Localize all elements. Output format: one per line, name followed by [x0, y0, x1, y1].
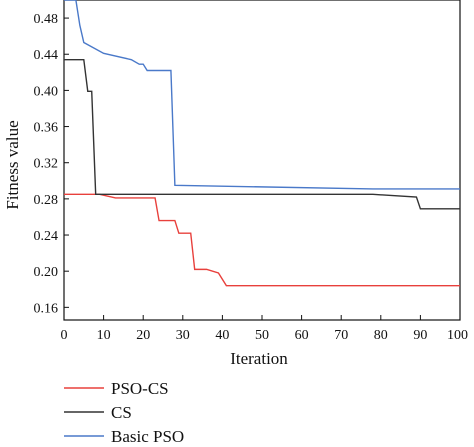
- legend-label: CS: [111, 403, 132, 422]
- x-tick-label: 100: [447, 328, 468, 343]
- y-tick-label: 0.24: [34, 229, 59, 244]
- y-tick-label: 0.40: [34, 84, 59, 99]
- legend-label: PSO-CS: [111, 379, 169, 398]
- series-line-0: [64, 193, 460, 287]
- y-axis-label: Fitness value: [3, 120, 22, 209]
- y-tick-label: 0.28: [34, 193, 59, 208]
- x-tick-label: 20: [136, 328, 150, 343]
- y-tick-label: 0.48: [34, 12, 59, 27]
- plot-frame: [63, 0, 461, 321]
- y-tick-label: 0.16: [34, 301, 59, 316]
- x-tick-label: 0: [61, 328, 68, 343]
- legend: PSO-CS CS Basic PSO: [64, 379, 184, 446]
- y-tick-label: 0.20: [34, 265, 59, 280]
- x-tick-label: 60: [295, 328, 309, 343]
- x-tick-label: 30: [176, 328, 190, 343]
- x-tick-label: 10: [97, 328, 111, 343]
- x-tick-label: 80: [374, 328, 388, 343]
- x-axis-label: Iteration: [230, 349, 288, 368]
- y-tick-label: 0.44: [34, 48, 59, 63]
- series-line-1: [64, 58, 460, 210]
- x-tick-label: 40: [215, 328, 229, 343]
- y-tick-label: 0.32: [34, 157, 59, 172]
- x-tick-label: 90: [413, 328, 427, 343]
- x-tick-label: 70: [334, 328, 348, 343]
- x-tick-label: 50: [255, 328, 269, 343]
- y-tick-label: 0.36: [34, 121, 59, 136]
- legend-label: Basic PSO: [111, 427, 184, 446]
- series-line-2: [64, 0, 460, 190]
